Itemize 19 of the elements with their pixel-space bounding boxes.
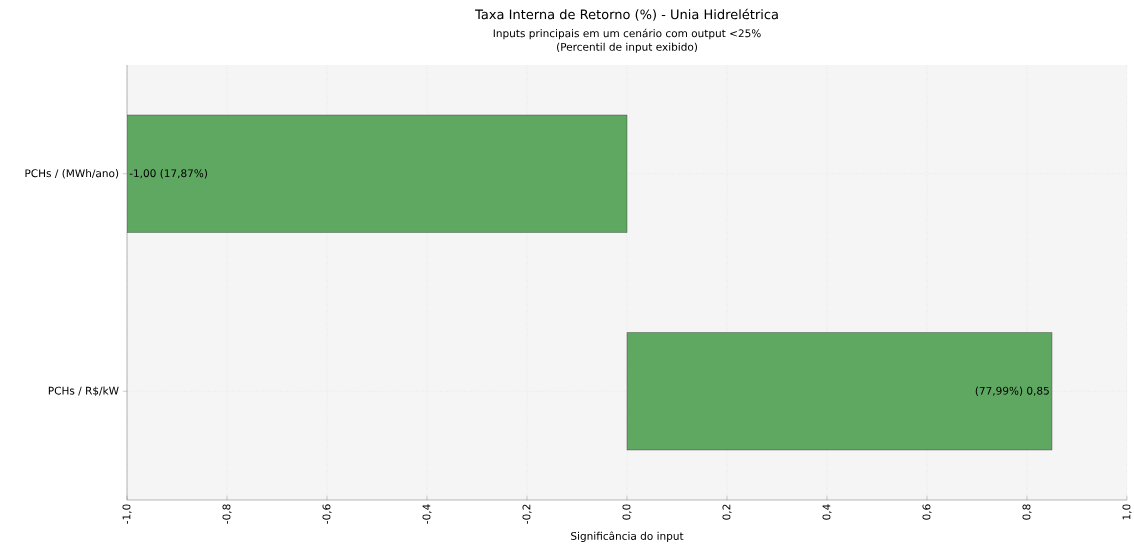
text: (Percentil de input exibido) [557,42,697,53]
x-axis-title: Significância do input [571,531,684,542]
x-tick-label: 0,0 [622,504,632,520]
y-tick-label: PCHs / R$/kW [48,386,119,397]
x-tick-label: -0,8 [222,504,232,524]
x-tick-label: 0,2 [722,504,732,520]
x-tick-label: -0,4 [422,504,432,524]
x-tick-label: 0,8 [1022,504,1032,520]
data-label: -1,00 (17,87%) [129,169,207,179]
data-label: (77,99%) 0,85 [975,386,1049,396]
chart-subtitle: Inputs principais em um cenário com output <25% [493,28,761,40]
x-tick-label: 0,6 [922,504,932,520]
y-tick-label: PCHs / (MWh/ano) [25,169,119,179]
chart-title: Taxa Interna de Retorno (%) - Unia Hidrelétrica [475,8,778,21]
x-tick-label: -0,2 [522,504,532,524]
x-tick-label: -0,6 [322,504,332,524]
x-tick-label: -1,0 [122,504,132,524]
x-tick-label: 0,4 [822,504,832,520]
x-tick-label: 1,0 [1122,504,1132,520]
